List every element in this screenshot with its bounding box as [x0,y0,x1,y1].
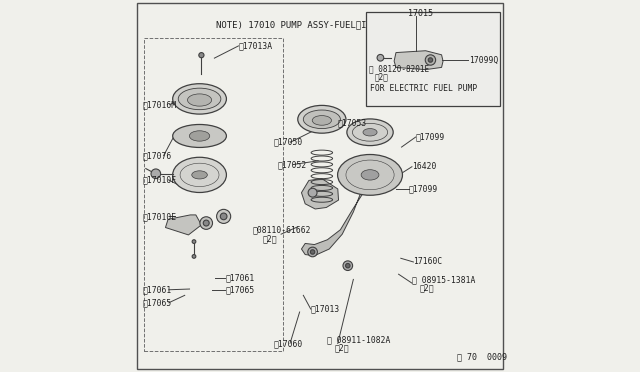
Text: FOR ELECTRIC FUEL PUMP: FOR ELECTRIC FUEL PUMP [370,84,477,93]
Text: ※17076: ※17076 [142,151,172,160]
Ellipse shape [179,88,221,110]
Text: ※17016M: ※17016M [142,100,176,109]
Text: （2）: （2） [419,283,434,292]
Circle shape [310,250,315,254]
Ellipse shape [298,105,346,133]
Circle shape [192,240,196,243]
Text: ※17061: ※17061 [142,285,172,294]
Circle shape [200,217,212,230]
Text: ※17010E: ※17010E [142,212,176,221]
Circle shape [377,54,384,61]
Text: Ⓑ 08120-8201E: Ⓑ 08120-8201E [369,65,429,74]
Ellipse shape [303,110,340,129]
Ellipse shape [361,170,379,180]
Circle shape [216,209,230,224]
Text: ※17052: ※17052 [277,160,307,169]
Polygon shape [166,215,202,235]
Text: ※17065: ※17065 [225,285,255,294]
Ellipse shape [338,154,403,195]
Polygon shape [301,179,339,209]
Polygon shape [301,193,364,256]
Ellipse shape [173,84,227,114]
Ellipse shape [188,94,212,106]
Ellipse shape [192,171,207,179]
Text: ※08110-61662: ※08110-61662 [253,225,311,234]
Text: NOTE) 17010 PUMP ASSY-FUEL〈INC. ※〉: NOTE) 17010 PUMP ASSY-FUEL〈INC. ※〉 [216,20,399,29]
Text: 17160C: 17160C [413,257,443,266]
Ellipse shape [312,116,332,125]
Text: ※17099: ※17099 [415,132,445,142]
Text: ※17060: ※17060 [274,339,303,348]
Text: ※17010F: ※17010F [142,176,176,185]
Polygon shape [394,51,443,70]
Circle shape [308,188,317,197]
Text: Ⓝ 08911-1082A: Ⓝ 08911-1082A [328,335,391,344]
Text: （2）: （2） [335,344,349,353]
Text: （2）: （2） [375,72,388,81]
Circle shape [204,220,209,226]
Text: ※17013A: ※17013A [239,41,273,51]
Text: ※17053: ※17053 [338,119,367,128]
Circle shape [220,213,227,220]
Text: 17015: 17015 [408,9,433,17]
Circle shape [428,58,433,62]
Ellipse shape [173,157,227,192]
Ellipse shape [173,125,227,147]
Bar [366,12,500,106]
Text: 16420: 16420 [412,162,436,171]
Text: 17099Q: 17099Q [469,55,498,64]
Circle shape [425,55,436,65]
Text: ※17013: ※17013 [311,305,340,314]
Text: ※17065: ※17065 [142,298,172,307]
Text: （2）: （2） [262,234,277,243]
Circle shape [151,169,161,179]
Text: ※17061: ※17061 [225,273,255,282]
Circle shape [192,254,196,258]
Text: Ⓜ 08915-1381A: Ⓜ 08915-1381A [412,275,476,284]
Text: ※17050: ※17050 [274,138,303,147]
Ellipse shape [347,119,393,145]
Circle shape [308,247,317,257]
Ellipse shape [363,129,377,136]
Circle shape [199,52,204,58]
Circle shape [343,261,353,270]
Text: ‸ 70  0009: ‸ 70 0009 [457,352,507,362]
Circle shape [346,263,350,268]
Text: ※17099: ※17099 [409,185,438,193]
Ellipse shape [189,131,210,141]
